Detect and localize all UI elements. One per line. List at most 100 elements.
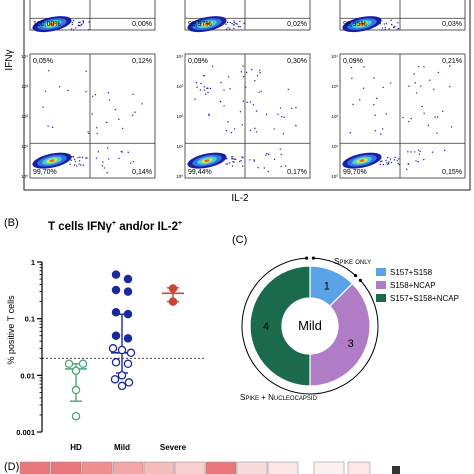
event-dot bbox=[249, 159, 251, 161]
event-dot bbox=[374, 114, 376, 116]
event-dot bbox=[436, 132, 438, 134]
quadrant-value-upper-left: 0,09% bbox=[343, 58, 363, 65]
event-dot bbox=[449, 65, 451, 67]
event-dot bbox=[279, 107, 282, 109]
event-dot bbox=[106, 147, 109, 149]
event-dot bbox=[79, 156, 81, 158]
event-dot bbox=[373, 77, 375, 79]
event-dot bbox=[282, 133, 285, 135]
event-dot bbox=[73, 158, 76, 161]
event-dot bbox=[398, 163, 401, 166]
data-point bbox=[78, 359, 88, 369]
event-dot bbox=[241, 156, 243, 158]
data-point bbox=[111, 270, 121, 279]
panel-d-heatmap-strip bbox=[19, 461, 400, 474]
event-dot bbox=[397, 162, 399, 165]
event-dot bbox=[260, 90, 262, 92]
donut-slice-value: 4 bbox=[263, 321, 269, 333]
event-dot bbox=[391, 24, 393, 26]
event-dot bbox=[72, 155, 74, 158]
event-dot bbox=[70, 159, 72, 161]
facs-plot: 99,95% 0,03% bbox=[339, 0, 466, 33]
event-dot bbox=[417, 160, 419, 163]
event-dot bbox=[414, 151, 416, 153]
arc-label-spike-nucleocapsid: Spike + Nucleocapsid bbox=[240, 393, 318, 402]
event-dot bbox=[223, 89, 225, 91]
quadrant-value-lower-right: 0,03% bbox=[442, 21, 462, 28]
panel-b-title: T cells IFNγ+ and/or IL-2+ bbox=[48, 220, 182, 233]
event-dot bbox=[78, 160, 81, 162]
event-dot bbox=[384, 28, 387, 31]
legend-swatch bbox=[376, 294, 386, 302]
event-dot bbox=[232, 156, 234, 158]
scatter-chart: 1 0.1 0.01 0.001 HD Mild Severe bbox=[16, 258, 205, 452]
event-dot bbox=[252, 103, 255, 106]
event-dot bbox=[429, 79, 431, 81]
quadrant-value-lower-left: 99,97% bbox=[188, 21, 212, 28]
event-dot bbox=[242, 65, 244, 67]
event-dot bbox=[253, 160, 255, 162]
facs-axis-tick-label: 10³ bbox=[176, 84, 183, 89]
event-dot bbox=[397, 22, 399, 24]
heatmap-cell bbox=[174, 461, 206, 474]
data-point bbox=[123, 334, 133, 343]
panel-a-ylabel: IFNγ bbox=[4, 49, 15, 70]
event-dot bbox=[407, 151, 409, 153]
event-dot bbox=[386, 162, 388, 164]
event-dot bbox=[266, 152, 268, 155]
event-dot bbox=[78, 21, 80, 24]
data-point bbox=[168, 297, 178, 306]
data-point bbox=[108, 344, 118, 353]
event-dot bbox=[450, 126, 453, 128]
event-dot bbox=[233, 20, 235, 22]
event-dot bbox=[397, 158, 400, 160]
quadrant-value-lower-left: 99,70% bbox=[343, 169, 367, 176]
event-dot bbox=[254, 79, 256, 82]
event-dot bbox=[231, 22, 233, 25]
event-dot bbox=[245, 71, 248, 74]
facs-plot: 0,09% 0,30% 99,44% 0,17% bbox=[184, 53, 311, 179]
event-dot bbox=[385, 22, 388, 25]
event-dot bbox=[259, 72, 261, 74]
facs-axis-tick-label: 10¹ bbox=[176, 144, 183, 149]
event-dot bbox=[352, 103, 354, 106]
event-dot bbox=[76, 165, 78, 167]
event-dot bbox=[58, 86, 61, 88]
event-dot bbox=[273, 158, 276, 161]
event-dot bbox=[101, 164, 104, 167]
event-dot bbox=[202, 75, 205, 77]
event-dot bbox=[227, 21, 229, 24]
panel-a-xlabel: IL-2 bbox=[231, 193, 249, 204]
event-dot bbox=[88, 21, 90, 23]
event-dot bbox=[434, 116, 436, 118]
heatmap-cell bbox=[347, 461, 371, 474]
arc-arrowhead bbox=[311, 256, 315, 260]
cell-population-blob bbox=[359, 159, 365, 162]
facs-plot-frame bbox=[339, 0, 466, 31]
event-dot bbox=[427, 124, 430, 126]
data-point bbox=[71, 411, 81, 421]
event-dot bbox=[141, 103, 143, 105]
event-dot bbox=[208, 113, 210, 116]
event-dot bbox=[67, 89, 69, 92]
event-dot bbox=[265, 154, 267, 156]
quadrant-value-lower-left: 100,00% bbox=[33, 21, 61, 28]
event-dot bbox=[277, 113, 279, 115]
event-dot bbox=[258, 69, 261, 71]
event-dot bbox=[373, 103, 375, 106]
event-dot bbox=[74, 27, 77, 29]
event-dot bbox=[229, 88, 231, 90]
x-category-label: Severe bbox=[160, 443, 187, 452]
event-dot bbox=[94, 94, 97, 96]
event-dot bbox=[448, 86, 451, 88]
event-dot bbox=[362, 87, 365, 89]
event-dot bbox=[387, 162, 390, 165]
facs-axis-tick-label: 10² bbox=[331, 114, 338, 119]
event-dot bbox=[223, 105, 225, 107]
panel-d-letter: (D) bbox=[4, 461, 19, 473]
facs-axis-tick-label: 10⁴ bbox=[21, 54, 28, 59]
event-dot bbox=[233, 27, 235, 30]
event-dot bbox=[105, 121, 108, 124]
event-dot bbox=[249, 101, 252, 103]
facs-plot-frame bbox=[184, 53, 311, 179]
